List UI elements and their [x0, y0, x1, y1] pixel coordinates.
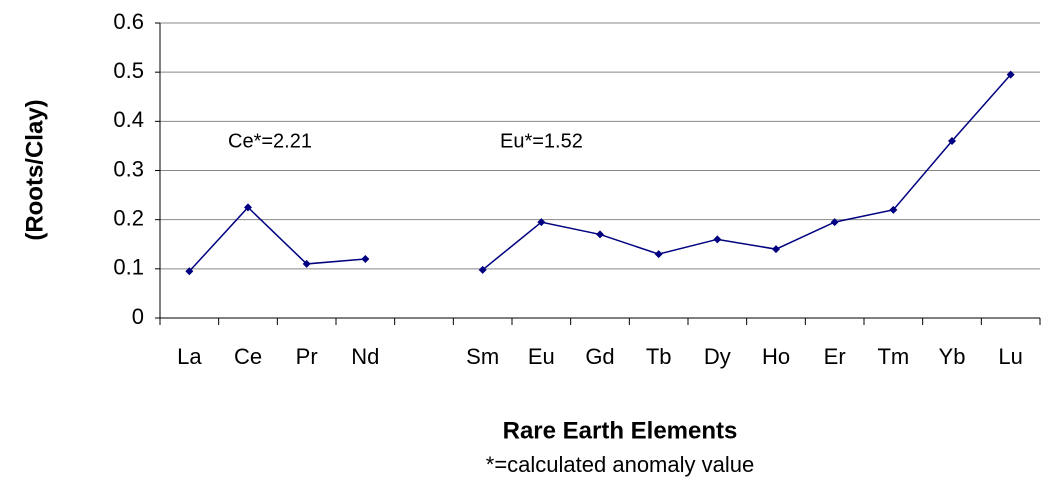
x-tick-label: Nd	[351, 344, 379, 369]
y-tick-label: 0.3	[113, 156, 144, 181]
y-tick-label: 0.5	[113, 58, 144, 83]
x-tick-label: Pr	[296, 344, 318, 369]
x-tick-label: Sm	[466, 344, 499, 369]
data-point	[596, 230, 604, 239]
x-tick-label: Tm	[877, 344, 909, 369]
x-tick-label: Yb	[939, 344, 966, 369]
data-point	[185, 267, 194, 276]
x-tick-label: Lu	[998, 344, 1022, 369]
x-axis-title: Rare Earth Elements	[503, 417, 738, 444]
x-tick-label: Eu	[528, 344, 555, 369]
y-tick-label: 0	[132, 304, 144, 329]
x-tick-label: Er	[824, 344, 846, 369]
y-tick-label: 0.1	[113, 255, 144, 280]
x-tick-label: Tb	[646, 344, 672, 369]
data-point	[948, 137, 956, 145]
data-point	[1006, 70, 1015, 79]
data-point	[537, 218, 546, 227]
data-point	[889, 205, 898, 214]
x-tick-label: Dy	[704, 344, 731, 369]
data-point	[830, 218, 839, 227]
x-tick-label: Gd	[585, 344, 614, 369]
data-point	[654, 250, 663, 259]
y-axis-title: (Roots/Clay)	[21, 99, 48, 240]
data-point	[361, 255, 370, 263]
data-point	[713, 235, 722, 244]
note: *=calculated anomaly value	[486, 452, 754, 477]
annotation: Ce*=2.21	[228, 130, 312, 152]
y-tick-label: 0.2	[113, 205, 144, 230]
x-tick-label: Ce	[234, 344, 262, 369]
data-point	[772, 245, 780, 254]
data-point	[478, 265, 487, 274]
annotation: Eu*=1.52	[500, 130, 583, 152]
x-tick-label: La	[177, 344, 202, 369]
data-line	[188, 74, 1012, 272]
y-tick-label: 0.6	[113, 9, 144, 34]
data-point	[244, 203, 252, 212]
y-tick-label: 0.4	[113, 107, 144, 132]
data-point	[302, 259, 311, 268]
x-tick-label: Ho	[762, 344, 790, 369]
